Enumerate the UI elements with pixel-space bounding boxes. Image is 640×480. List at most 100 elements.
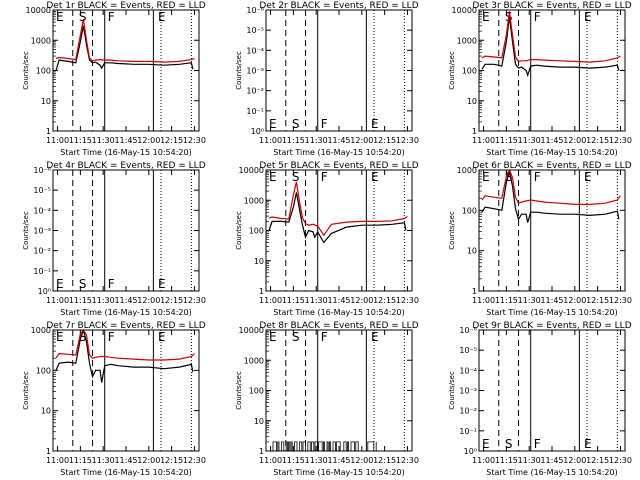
- x-tick-label: 11:15: [495, 136, 518, 145]
- x-tick-label: 12:30: [396, 456, 419, 465]
- y-tick-label: 10: [41, 97, 51, 106]
- x-tick-label: 11:30: [92, 296, 115, 305]
- x-tick-label: 12:00: [137, 456, 160, 465]
- x-tick-label: 11:15: [495, 456, 518, 465]
- x-tick-label: 11:45: [327, 296, 350, 305]
- event-marker-f: F: [534, 10, 541, 24]
- y-tick-label: 1000: [457, 166, 477, 175]
- plot-frame: [478, 9, 626, 132]
- y-axis-label: Counts/sec: [22, 211, 30, 250]
- event-marker-e: E: [158, 330, 166, 344]
- y-tick-label: 10⁰: [38, 287, 51, 296]
- detector-panel-9: Det 9r BLACK = Events, RED = LLD 10⁰ 10⁻¹ 1…: [448, 321, 632, 477]
- event-marker-e: E: [584, 170, 592, 184]
- series-events: [481, 16, 620, 78]
- series-group: [270, 441, 377, 451]
- x-axis-label: Start Time (16-May-15 10:54:20): [486, 308, 617, 317]
- x-tick-label: 11:30: [518, 296, 541, 305]
- series-events: [270, 441, 377, 451]
- event-marker-s: S: [292, 330, 300, 344]
- y-tick-label: 10⁻¹: [246, 107, 264, 116]
- x-tick-label: 12:15: [373, 136, 396, 145]
- x-tick-label: 11:00: [259, 136, 282, 145]
- x-tick-label: 11:30: [305, 136, 328, 145]
- series-events: [481, 171, 620, 223]
- x-tick-label: 11:00: [259, 456, 282, 465]
- y-tick-label: 1: [472, 127, 477, 136]
- y-tick-label: 10⁻³: [246, 67, 264, 76]
- plot-frame: [52, 169, 200, 292]
- y-tick-label: 1: [259, 287, 264, 296]
- x-tick-label: 12:15: [160, 296, 183, 305]
- series-lld: [481, 11, 621, 63]
- y-tick-label: 10⁻²: [246, 87, 264, 96]
- event-marker-s: S: [79, 330, 87, 344]
- x-tick-label: 12:00: [563, 296, 586, 305]
- x-axis-label: Start Time (16-May-15 10:54:20): [273, 148, 404, 157]
- event-marker-f: F: [108, 10, 115, 24]
- x-tick-label: 11:30: [518, 456, 541, 465]
- x-tick-label: 11:00: [472, 456, 495, 465]
- y-tick-label: 10⁻²: [33, 247, 51, 256]
- series-group: [481, 170, 621, 223]
- x-tick-label: 11:30: [518, 136, 541, 145]
- y-tick-label: 100: [462, 206, 477, 215]
- y-tick-label: 10⁻⁶: [33, 166, 51, 175]
- event-marker-e: E: [158, 10, 166, 24]
- y-tick-label: 10⁻³: [33, 227, 51, 236]
- x-axis-label: Start Time (16-May-15 10:54:20): [486, 148, 617, 157]
- x-tick-label: 11:15: [282, 136, 305, 145]
- event-marker-s: S: [79, 277, 87, 291]
- y-tick-label: 10⁻⁶: [459, 326, 477, 335]
- x-tick-label: 12:15: [373, 456, 396, 465]
- series-events: [55, 330, 194, 383]
- panel-title: Det 9r BLACK = Events, RED = LLD: [472, 321, 631, 331]
- plot-frame: [478, 169, 626, 292]
- event-marker-s: S: [79, 10, 87, 24]
- panel-title: Det 1r BLACK = Events, RED = LLD: [46, 1, 205, 11]
- x-tick-label: 11:30: [92, 136, 115, 145]
- x-tick-label: 11:45: [540, 136, 563, 145]
- y-axis-label: Counts/sec: [235, 371, 243, 410]
- plot-frame: [265, 329, 413, 452]
- x-axis-label: Start Time (16-May-15 10:54:20): [60, 468, 191, 477]
- detector-panel-1: Det 1r BLACK = Events, RED = LLD 1 10 100 10…: [22, 1, 206, 157]
- y-tick-label: 100: [249, 387, 264, 396]
- x-axis-label: Start Time (16-May-15 10:54:20): [486, 468, 617, 477]
- x-axis-label: Start Time (16-May-15 10:54:20): [273, 468, 404, 477]
- detector-panel-6: Det 6r BLACK = Events, RED = LLD 1 10 100 10…: [448, 161, 632, 317]
- event-marker-e: E: [482, 10, 490, 24]
- x-axis-label: Start Time (16-May-15 10:54:20): [60, 148, 191, 157]
- x-tick-label: 12:15: [160, 136, 183, 145]
- y-tick-label: 1: [472, 287, 477, 296]
- y-tick-label: 10: [467, 247, 477, 256]
- x-tick-label: 11:00: [472, 136, 495, 145]
- y-axis-label: Counts/sec: [22, 51, 30, 90]
- x-tick-label: 11:45: [327, 456, 350, 465]
- y-tick-label: 10⁻³: [459, 387, 477, 396]
- x-tick-label: 12:15: [160, 456, 183, 465]
- x-tick-label: 11:15: [69, 456, 92, 465]
- x-tick-label: 11:30: [305, 456, 328, 465]
- panel-title: Det 8r BLACK = Events, RED = LLD: [259, 321, 418, 331]
- y-tick-label: 1000: [244, 196, 264, 205]
- event-marker-s: S: [292, 170, 300, 184]
- series-lld: [268, 181, 408, 237]
- x-tick-label: 11:15: [282, 456, 305, 465]
- y-tick-label: 10⁻⁴: [459, 366, 477, 375]
- x-tick-label: 12:00: [563, 456, 586, 465]
- plot-frame: [52, 329, 200, 452]
- event-marker-e: E: [584, 10, 592, 24]
- series-lld: [55, 330, 195, 361]
- event-marker-e: E: [371, 330, 379, 344]
- series-events: [55, 25, 194, 71]
- x-tick-label: 11:00: [259, 296, 282, 305]
- x-tick-label: 12:15: [373, 296, 396, 305]
- panel-title: Det 3r BLACK = Events, RED = LLD: [472, 1, 631, 11]
- y-tick-label: 100: [36, 366, 51, 375]
- x-axis-label: Start Time (16-May-15 10:54:20): [273, 308, 404, 317]
- x-tick-label: 11:30: [92, 456, 115, 465]
- event-marker-f: F: [321, 170, 328, 184]
- x-tick-label: 12:30: [396, 296, 419, 305]
- y-tick-label: 10⁻¹: [33, 267, 51, 276]
